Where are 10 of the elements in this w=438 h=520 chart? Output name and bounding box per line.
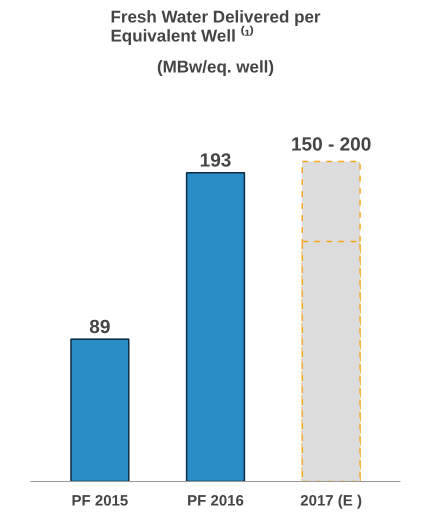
x-tick-label: PF 2015 xyxy=(72,492,128,510)
annotation: 150 - 200 xyxy=(290,134,372,156)
data-label: 89 xyxy=(89,317,110,338)
bar xyxy=(70,338,130,482)
data-label: 193 xyxy=(200,150,232,172)
chart-title: Fresh Water Delivered per Equivalent Well ⁽¹⁾ xyxy=(110,8,321,46)
x-tick-label: 2017 (E ) xyxy=(300,492,362,510)
bar xyxy=(186,172,246,482)
x-tick-label: PF 2016 xyxy=(187,492,244,510)
chart-subtitle: (MBw/eq. well) xyxy=(156,58,274,76)
